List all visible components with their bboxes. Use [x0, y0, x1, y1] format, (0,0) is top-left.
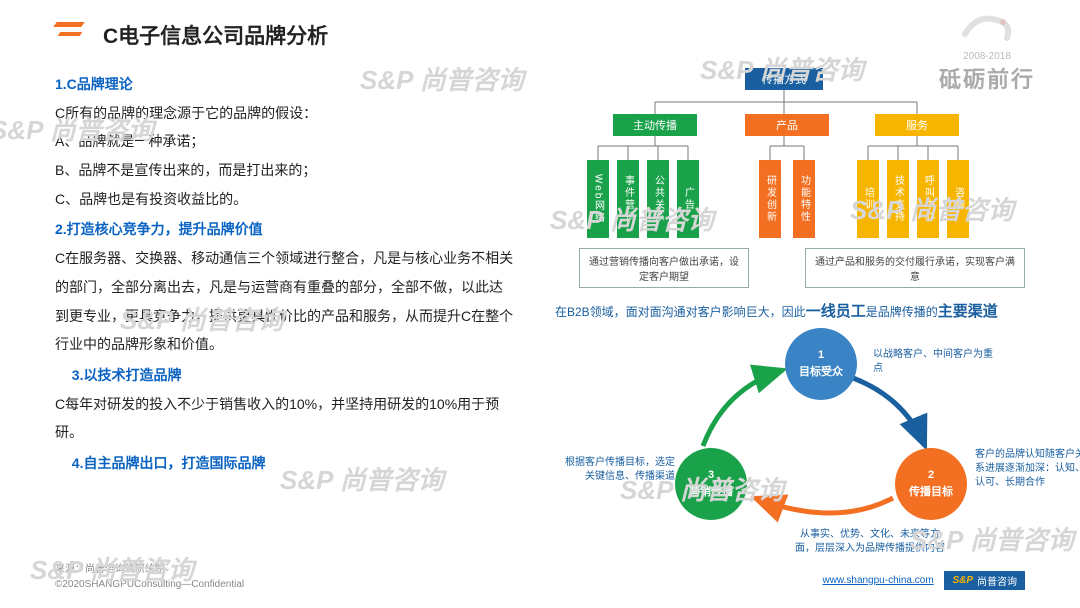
tree-root: 传播方式 — [745, 68, 823, 90]
anniversary-icon — [957, 12, 1017, 46]
tree-leaf: 公共关系 — [647, 160, 669, 238]
tree-caption-left: 通过营销传播向客户做出承诺，设定客户期望 — [579, 248, 749, 288]
cycle-label: 目标受众 — [799, 363, 843, 379]
left-column: 1.C品牌理论 C所有的品牌的理念源于它的品牌的假设： A、品牌就是一种承诺； … — [55, 68, 515, 478]
sp-badge: S&P 尚普咨询 — [944, 571, 1025, 590]
logo-years: 2008-2018 — [939, 51, 1035, 62]
title-bar: C电子信息公司品牌分析 — [55, 20, 1025, 50]
tree-leaf: 广告 — [677, 160, 699, 238]
tree-leaf: Web网络 — [587, 160, 609, 238]
body-text: C所有的品牌的理念源于它的品牌的假设： — [55, 99, 515, 128]
org-tree: 传播方式 主动传播 产品 服务 Web网络事件营销公共关系广告 研发创新功能特性 培… — [545, 68, 1025, 278]
body-text: A、品牌就是一种承诺； — [55, 127, 515, 156]
tree-leaf: 功能特性 — [793, 160, 815, 238]
source-text: 来源：尚普咨询调研绘制 — [55, 560, 244, 575]
cycle-num: 2 — [928, 469, 934, 481]
cycle-node-3: 3 营销传播 — [675, 448, 747, 520]
cycle-num: 1 — [818, 349, 824, 361]
cycle-node-2: 2 传播目标 — [895, 448, 967, 520]
footer-right: www.shangpu-china.com S&P 尚普咨询 — [822, 571, 1025, 590]
cycle-label: 传播目标 — [909, 483, 953, 499]
slide: 2008-2018 砥砺前行 C电子信息公司品牌分析 1.C品牌理论 C所有的品… — [0, 0, 1080, 608]
footer-link[interactable]: www.shangpu-china.com — [822, 575, 933, 586]
tree-leaf: 事件营销 — [617, 160, 639, 238]
cycle-note-1: 以战略客户、中间客户为重点 — [873, 348, 993, 376]
badge-brand: S&P — [952, 575, 973, 586]
content: 1.C品牌理论 C所有的品牌的理念源于它的品牌的假设： A、品牌就是一种承诺； … — [55, 68, 1025, 478]
heading-1: 1.C品牌理论 — [55, 70, 515, 99]
tree-leaf: 研发创新 — [759, 160, 781, 238]
tree-leaf: 呼叫中心 — [917, 160, 939, 238]
tree-caption-right: 通过产品和服务的交付履行承诺，实现客户满意 — [805, 248, 1025, 288]
mid-sentence: 在B2B领域，面对面沟通对客户影响巨大，因此一线员工是品牌传播的主要渠道 — [555, 300, 1025, 321]
mid-mid: 是品牌传播的 — [866, 305, 938, 319]
badge-cn: 尚普咨询 — [977, 573, 1017, 588]
cycle-diagram: 1目标受众 2传播目标 3营销传播 以战略客户、中间客户为重点 客户的品牌认知随… — [595, 328, 1015, 568]
tree-leaf: 咨询 — [947, 160, 969, 238]
tree-node-serv: 服务 — [875, 114, 959, 136]
mid-em1: 一线员工 — [806, 303, 866, 320]
copyright-text: ©2020SHANGPUConsulting—Confidential — [55, 579, 244, 590]
cycle-note-4: 根据客户传播目标，选定关键信息、传播渠道 — [565, 456, 675, 484]
heading-3: 3.以技术打造品牌 — [55, 361, 515, 390]
title-slash-icon — [55, 22, 89, 48]
body-text: C每年对研发的投入不少于销售收入的10%，并坚持用研发的10%用于预研。 — [55, 390, 515, 447]
mid-pre: 在B2B领域，面对面沟通对客户影响巨大，因此 — [555, 305, 806, 319]
body-text: C、品牌也是有投资收益比的。 — [55, 185, 515, 214]
cycle-node-1: 1 目标受众 — [785, 328, 857, 400]
tree-node-prod: 产品 — [745, 114, 829, 136]
cycle-num: 3 — [708, 469, 714, 481]
cycle-note-3: 从事实、优势、文化、未来等方面，层层深入为品牌传播提供内容 — [795, 528, 945, 556]
page-title: C电子信息公司品牌分析 — [103, 20, 328, 50]
body-text: C在服务器、交换器、移动通信三个领域进行整合，凡是与核心业务不相关的部门，全部分… — [55, 244, 515, 359]
footer-left: 来源：尚普咨询调研绘制 ©2020SHANGPUConsulting—Confi… — [55, 560, 244, 590]
cycle-note-2: 客户的品牌认知随客户关系进展逐渐加深：认知、认可、长期合作 — [975, 448, 1080, 490]
tree-leaf: 技术支持 — [887, 160, 909, 238]
cycle-label: 营销传播 — [689, 483, 733, 499]
tree-leaf: 培训 — [857, 160, 879, 238]
right-column: 传播方式 主动传播 产品 服务 Web网络事件营销公共关系广告 研发创新功能特性 培… — [535, 68, 1025, 478]
tree-node-main: 主动传播 — [613, 114, 697, 136]
heading-4: 4.自主品牌出口，打造国际品牌 — [55, 449, 515, 478]
mid-em2: 主要渠道 — [938, 303, 998, 320]
heading-2: 2.打造核心竞争力，提升品牌价值 — [55, 215, 515, 244]
body-text: B、品牌不是宣传出来的，而是打出来的； — [55, 156, 515, 185]
